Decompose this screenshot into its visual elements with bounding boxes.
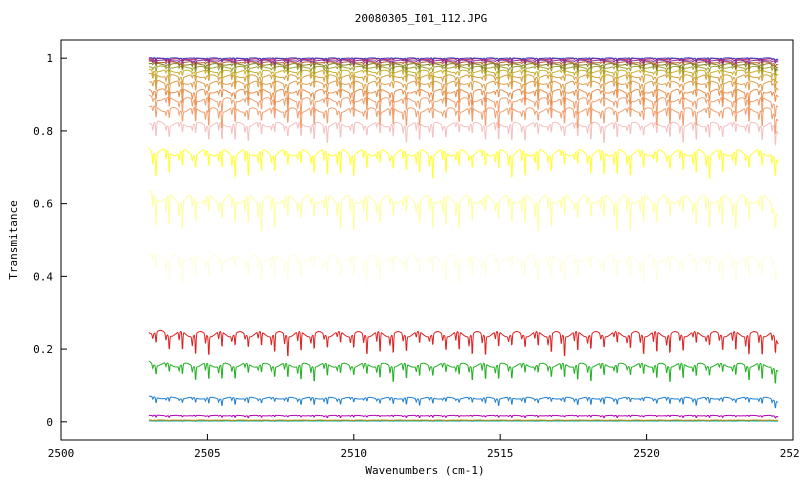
x-tick-label: 2505: [194, 447, 221, 460]
spectrum-series-line: [148, 252, 779, 284]
x-tick-label: 2500: [48, 447, 75, 460]
x-tick-label: 2515: [487, 447, 514, 460]
y-axis-label: Transmitance: [7, 200, 20, 279]
x-tick-label: 2525: [780, 447, 800, 460]
spectrum-series-line: [148, 189, 779, 233]
spectrum-series-line: [148, 414, 779, 419]
spectrum-series-line: [148, 105, 779, 135]
y-tick-label: 0.4: [33, 270, 53, 283]
spectrum-series-line: [148, 94, 779, 118]
y-tick-label: 1: [46, 52, 53, 65]
y-axis: 0 0.2 0.4 0.6 0.8 1: [33, 52, 67, 429]
x-tick-label: 2520: [633, 447, 660, 460]
y-tick-label: 0.8: [33, 125, 53, 138]
series-layer: [148, 57, 779, 422]
spectrum-series-line: [148, 329, 779, 357]
spectrum-series-line: [148, 395, 779, 409]
plot-frame: [60, 39, 794, 441]
spectrum-series-line: [148, 72, 779, 89]
x-tick-label: 2510: [341, 447, 368, 460]
spectrum-series-line: [148, 59, 779, 65]
y-tick-label: 0: [46, 416, 53, 429]
spectrum-series-line: [148, 62, 779, 73]
spectrum-series-line: [148, 68, 779, 82]
spectrum-series-line: [148, 57, 779, 62]
y-tick-label: 0.6: [33, 198, 53, 211]
chart-title: 20080305_I01_112.JPG: [355, 12, 487, 25]
spectrum-series-line: [148, 88, 779, 106]
x-axis-label: Wavenumbers (cm-1): [365, 464, 484, 477]
spectrum-series-line: [148, 57, 779, 63]
spectrum-series-line: [148, 79, 779, 96]
spectrum-series-line: [148, 360, 779, 384]
spectrum-series-line: [148, 419, 779, 422]
y-tick-label: 0.2: [33, 343, 53, 356]
spectrum-series-line: [148, 147, 779, 179]
x-axis: 2500 2505 2510 2515 2520 2525: [48, 434, 800, 460]
spectrum-series-line: [148, 120, 779, 147]
spectrum-series-line: [148, 60, 779, 68]
spectrum-series-line: [148, 65, 779, 76]
